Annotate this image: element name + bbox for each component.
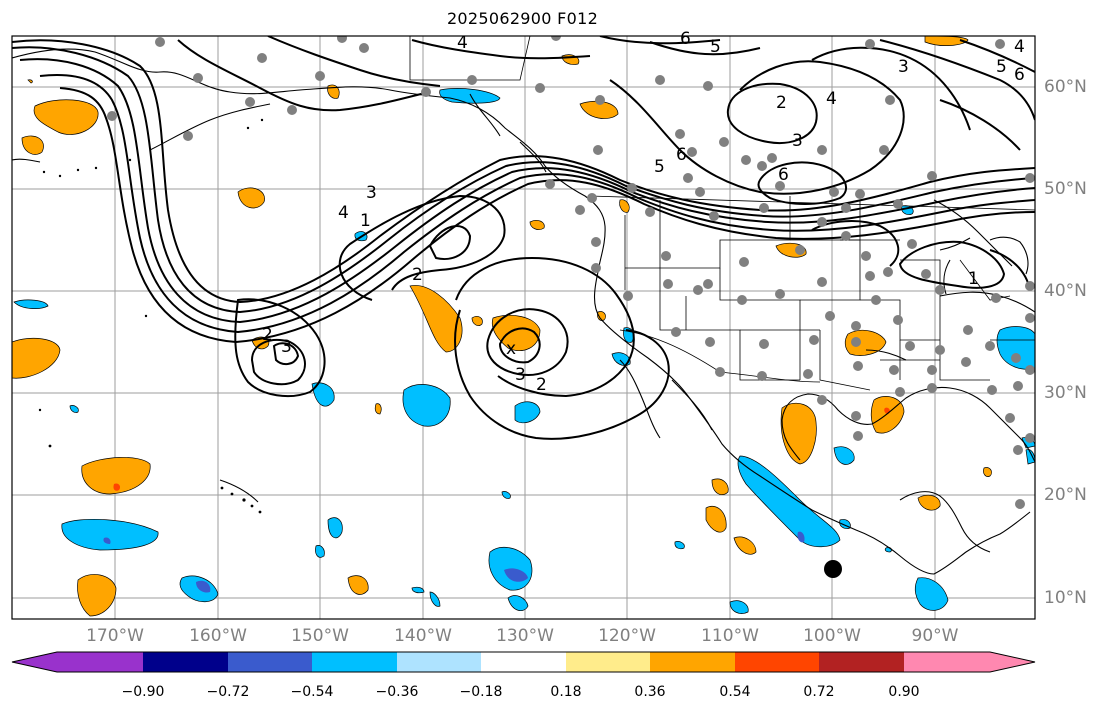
contour-label: 4 [1014,37,1025,57]
colorbar-tick-label: −0.90 [121,684,165,700]
island-specks [38,118,264,514]
contour-label: 2 [262,325,273,345]
colorbar-outline [11,651,1036,673]
colorbar-segment [735,652,819,672]
contour-label: 4 [457,33,468,53]
contour-label-layer: 4 5 6 6 5 3 2 4 3 6 4 6 5 4 1 2 2 3 3 2 … [262,29,1025,395]
latitude-label: 20°N [1044,485,1087,505]
longitude-label: 100°W [803,626,861,646]
latitude-label: 50°N [1044,179,1087,199]
longitude-label: 90°W [911,626,959,646]
colorbar-segment [143,652,228,672]
colorbar-tick-label: 0.90 [888,684,920,700]
contour-label: 2 [776,93,787,113]
contour-label: 5 [654,157,665,177]
longitude-label: 120°W [598,626,656,646]
colorbar-tick-label: 0.72 [803,684,835,700]
colorbar-tick-label: 0.54 [719,684,751,700]
longitude-label: 150°W [291,626,349,646]
colorbar-segment [397,652,481,672]
colorbar-tick-label: −0.18 [459,684,503,700]
positive-anomaly-areas [12,36,992,617]
strong-negative-cores [103,531,805,593]
location-marker [824,560,842,578]
colorbar-segment [819,652,904,672]
contour-lines [12,36,1035,440]
contour-label: 6 [680,29,691,49]
contour-label: 3 [281,337,292,357]
contour-label: 1 [360,211,371,231]
contour-label: 2 [536,375,547,395]
map-content [12,36,1035,619]
colorbar-segment [566,652,650,672]
colorbar-tick-label: −0.72 [206,684,250,700]
latitude-label: 30°N [1044,383,1087,403]
colorbar-tick-label: −0.54 [290,684,334,700]
colorbar-segment [904,652,1035,672]
colorbar-segment [228,652,312,672]
contour-label: 4 [826,89,837,109]
colorbar-segment [650,652,735,672]
contour-label: 6 [778,165,789,185]
contour-label: 6 [676,145,687,165]
colorbar [11,651,1036,673]
colorbar-tick-label: 0.36 [634,684,666,700]
contour-label: x [506,339,516,359]
colorbar-segment [481,652,566,672]
map-frame [11,35,1036,620]
longitude-label: 160°W [189,626,247,646]
grid-lines [12,36,1035,619]
colorbar-segment [12,652,143,672]
contour-label: 5 [996,57,1007,77]
colorbar-tick-label: 0.18 [550,684,582,700]
longitude-label: 140°W [394,626,452,646]
contour-label: 1 [968,269,979,289]
latitude-label: 10°N [1044,588,1087,608]
latitude-label: 40°N [1044,281,1087,301]
contour-label: 3 [792,131,803,151]
contour-label: 3 [515,365,526,385]
longitude-label: 110°W [701,626,759,646]
contour-label: 5 [710,37,721,57]
contour-label: 3 [898,57,909,77]
map-title: 2025062900 F012 [446,9,599,28]
longitude-label: 130°W [496,626,554,646]
longitude-label: 170°W [86,626,144,646]
contour-label: 3 [366,183,377,203]
contour-label: 2 [412,265,423,285]
contour-label: 4 [338,203,349,223]
latitude-label: 60°N [1044,77,1087,97]
colorbar-tick-label: −0.36 [375,684,419,700]
contour-label: 6 [1014,65,1025,85]
station-dots [107,36,1035,509]
colorbar-segment [312,652,397,672]
